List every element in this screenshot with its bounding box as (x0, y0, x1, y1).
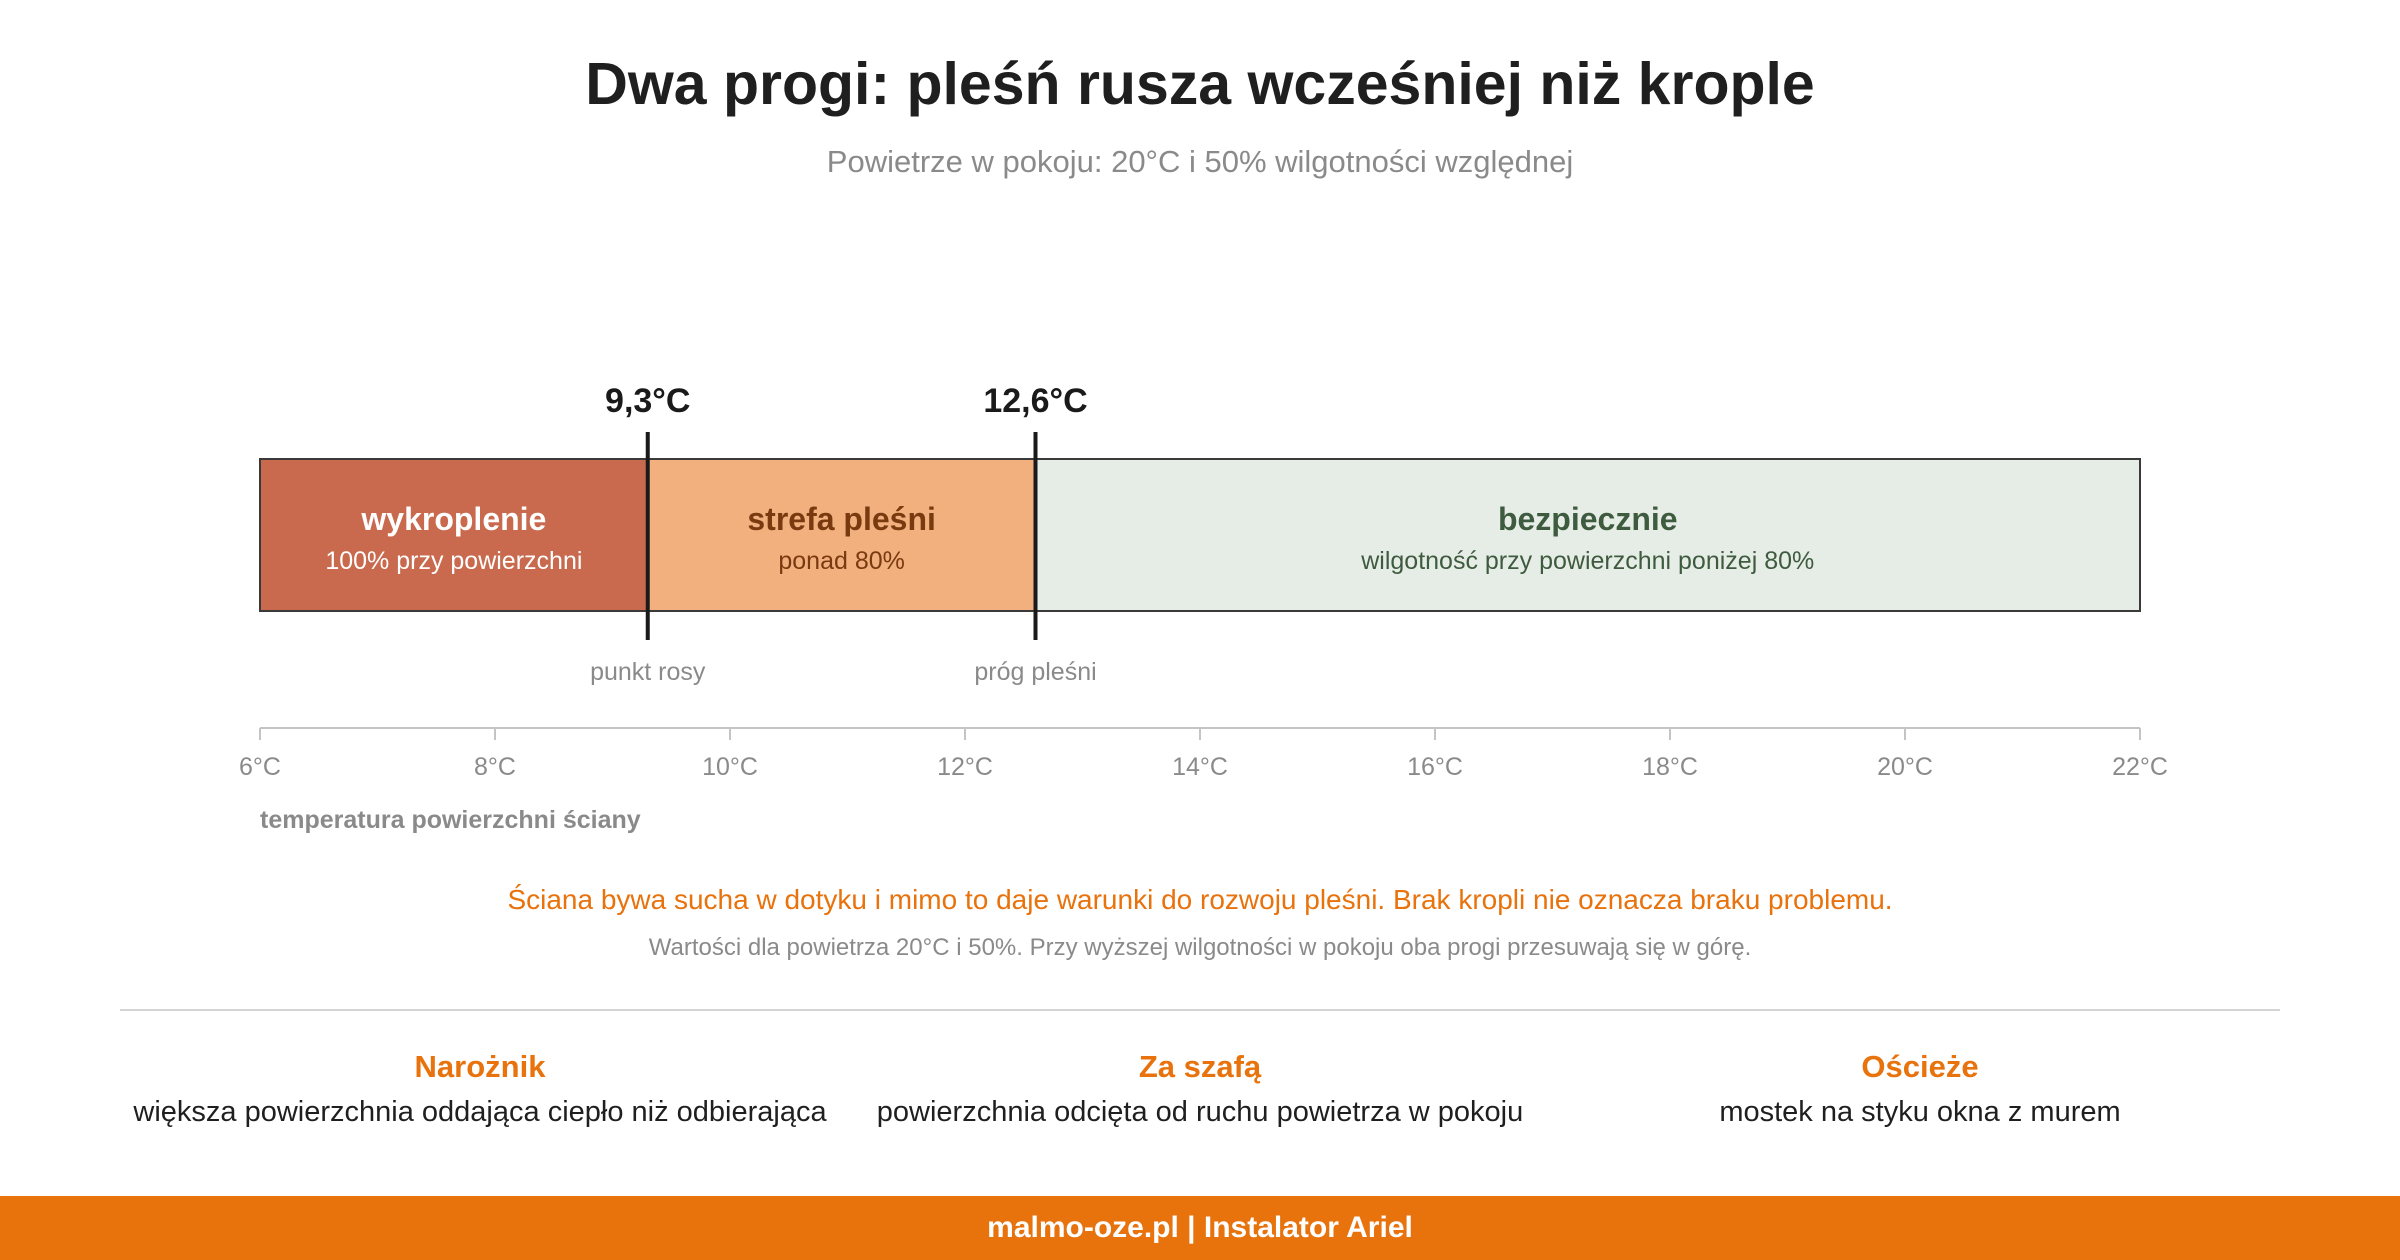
zone-condensation-band (260, 459, 648, 611)
zone-safe-description: wilgotność przy powierzchni poniżej 80% (1360, 547, 1814, 575)
x-axis-title: temperatura powierzchni ściany (260, 806, 641, 834)
risk-card-corner: Narożnik większa powierzchnia oddająca c… (120, 1046, 840, 1132)
zone-safe-name: bezpiecznie (1498, 501, 1678, 537)
zone-condensation-name: wykroplenie (360, 501, 546, 537)
risk-card-title: Za szafą (1138, 1049, 1262, 1084)
section-divider (120, 1009, 2280, 1011)
zone-mold-name: strefa pleśni (747, 501, 936, 537)
zone-mold-description: ponad 80% (778, 547, 905, 575)
risk-card-description: powierzchnia odcięta od ruchu powietrza … (876, 1096, 1524, 1128)
footer-brand-bar: malmo-oze.pl | Instalator Ariel (0, 1196, 2400, 1260)
x-axis-tick-label: 6°C (239, 753, 281, 781)
mold-threshold-label: próg pleśni (974, 658, 1096, 686)
dew-point-value-label: 9,3°C (605, 382, 690, 420)
risk-card-window-reveal: Ościeże mostek na styku okna z murem (1560, 1046, 2280, 1132)
x-axis-tick-label: 16°C (1407, 753, 1463, 781)
zone-mold-band (647, 459, 1036, 611)
x-axis-tick-label: 14°C (1172, 753, 1228, 781)
zone-safe-band (1035, 459, 2140, 611)
temperature-threshold-diagram: wykroplenie 100% przy powierzchni strefa p… (239, 382, 2168, 834)
zone-condensation-description: 100% przy powierzchni (325, 547, 582, 575)
risk-card-description: mostek na styku okna z murem (1719, 1096, 2121, 1128)
x-axis-tick-label: 8°C (474, 753, 516, 781)
x-axis-tick-label: 22°C (2112, 753, 2168, 781)
x-axis-tick-label: 20°C (1877, 753, 1933, 781)
x-axis-tick-label: 12°C (937, 753, 993, 781)
x-axis-tick-label: 10°C (702, 753, 758, 781)
page-title: Dwa progi: pleśń rusza wcześniej niż kro… (585, 51, 1815, 117)
risk-card-behind-wardrobe: Za szafą powierzchnia odcięta od ruchu p… (840, 1046, 1560, 1132)
risk-card-title: Narożnik (414, 1049, 546, 1084)
x-axis-tick-label: 18°C (1642, 753, 1698, 781)
assumption-note: Wartości dla powietrza 20°C i 50%. Przy … (648, 934, 1752, 961)
risk-card-title: Ościeże (1861, 1049, 1979, 1084)
page-subtitle: Powietrze w pokoju: 20°C i 50% wilgotnoś… (826, 144, 1574, 179)
dew-point-label: punkt rosy (590, 658, 706, 686)
risk-locations: Narożnik większa powierzchnia oddająca c… (0, 1046, 2400, 1136)
risk-card-description: większa powierzchnia oddająca ciepło niż… (133, 1096, 827, 1128)
zone-band-outline (259, 458, 2141, 612)
mold-threshold-value-label: 12,6°C (983, 382, 1087, 420)
key-insight-note: Ściana bywa sucha w dotyku i mimo to daj… (507, 884, 1893, 915)
